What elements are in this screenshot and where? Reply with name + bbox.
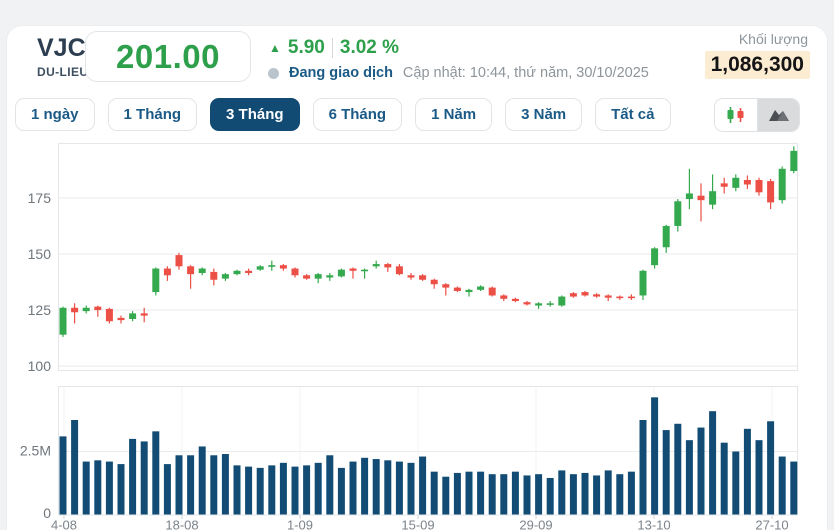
tab-3-nam[interactable]: 3 Năm <box>505 98 583 131</box>
ticker-symbol: VJC <box>37 34 86 62</box>
svg-text:150: 150 <box>28 246 52 262</box>
candlestick-chart-icon[interactable] <box>715 99 757 131</box>
svg-text:13-10: 13-10 <box>637 518 670 530</box>
chart-type-toggle <box>714 98 800 132</box>
area-chart-icon[interactable] <box>757 99 799 131</box>
tab-tat-ca[interactable]: Tất cả <box>595 98 671 131</box>
tab-3-thang[interactable]: 3 Tháng <box>210 98 300 131</box>
last-price: 201.00 <box>116 37 220 75</box>
market-status-row: Đang giao dịch Cập nhật: 10:44, thứ năm,… <box>268 65 649 81</box>
svg-text:27-10: 27-10 <box>755 518 788 530</box>
volume-bar-chart[interactable]: 4-08 18-08 1-09 15-09 29-09 13-10 27-10 0 2.5M <box>7 386 807 530</box>
svg-text:18-08: 18-08 <box>165 518 198 530</box>
tab-1-ngay[interactable]: 1 ngày <box>15 98 95 131</box>
svg-text:175: 175 <box>28 190 52 206</box>
change-percent: 3.02 % <box>339 37 400 58</box>
svg-text:29-09: 29-09 <box>519 518 552 530</box>
last-price-box: 201.00 <box>85 31 251 82</box>
tab-1-thang[interactable]: 1 Tháng <box>107 98 198 131</box>
last-updated: Cập nhật: 10:44, thứ năm, 30/10/2025 <box>402 65 649 81</box>
divider <box>331 38 333 58</box>
volume-label: Khối lượng <box>738 31 808 47</box>
volume-value: 1,086,300 <box>704 51 810 79</box>
price-candlestick-chart[interactable]: 100 125 150 175 <box>7 143 807 372</box>
tab-1-nam[interactable]: 1 Năm <box>415 98 493 131</box>
svg-text:15-09: 15-09 <box>401 518 434 530</box>
data-source-label: DU-LIEU <box>37 65 89 79</box>
tab-6-thang[interactable]: 6 Tháng <box>312 98 403 131</box>
svg-text:100: 100 <box>28 358 52 372</box>
change-value: 5.90 <box>287 37 325 58</box>
svg-text:1-09: 1-09 <box>287 518 313 530</box>
svg-text:0: 0 <box>43 505 51 521</box>
up-arrow-icon: ▲ <box>269 41 281 55</box>
time-range-tabs: 1 ngày 1 Tháng 3 Tháng 6 Tháng 1 Năm 3 N… <box>15 98 671 131</box>
price-change-row: ▲ 5.90 3.02 % <box>269 37 399 59</box>
svg-text:2.5M: 2.5M <box>20 443 51 459</box>
trading-status: Đang giao dịch <box>289 65 393 81</box>
quote-card: VJC DU-LIEU 201.00 ▲ 5.90 3.02 % Đang gi… <box>6 25 828 530</box>
svg-text:4-08: 4-08 <box>51 518 77 530</box>
status-dot-icon <box>268 67 279 79</box>
svg-text:125: 125 <box>28 302 52 318</box>
